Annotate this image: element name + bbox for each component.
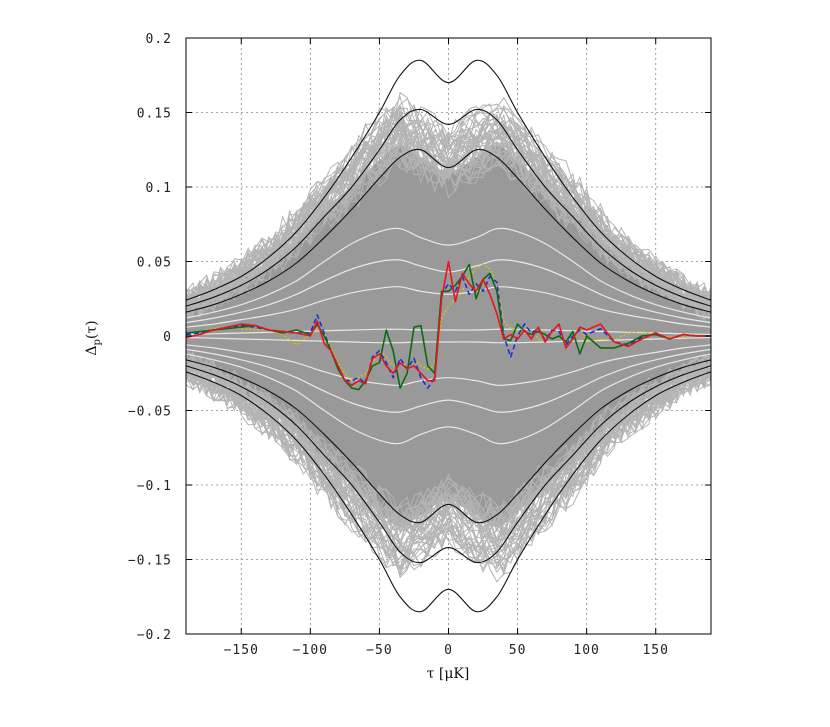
x-tick-label-6: 150 xyxy=(642,643,668,658)
white-line-upper-2 xyxy=(186,259,711,324)
simulation-line-65 xyxy=(186,358,711,526)
x-tick-label-4: 50 xyxy=(509,643,527,658)
simulation-line-39 xyxy=(186,350,711,524)
simulation-line-52 xyxy=(186,125,711,315)
black-line-lower-1 xyxy=(186,365,711,564)
y-tick-label-3: −0.05 xyxy=(128,405,172,420)
x-tick-label-0: −150 xyxy=(224,643,259,658)
white-line-lower-1 xyxy=(186,344,711,386)
simulation-line-83 xyxy=(186,363,711,576)
simulation-band xyxy=(186,145,711,527)
black-line-lower-0 xyxy=(186,359,711,524)
y-axis-label-arg: (τ) xyxy=(84,320,100,339)
x-tick-label-2: −50 xyxy=(366,643,392,658)
y-tick-label-2: −0.1 xyxy=(137,479,172,494)
y-tick-label-5: 0.05 xyxy=(137,256,172,271)
white-line-upper-1 xyxy=(186,286,711,328)
x-tick-label-5: 100 xyxy=(573,643,599,658)
white-confidence-lines xyxy=(186,227,711,445)
axis-ticks xyxy=(186,37,711,635)
simulation-line-76 xyxy=(186,141,711,320)
simulation-line-88 xyxy=(186,126,711,318)
simulation-line-61 xyxy=(186,355,711,519)
white-line-lower-2 xyxy=(186,348,711,413)
simulation-line-86 xyxy=(186,111,711,307)
simulation-line-79 xyxy=(186,363,711,577)
simulation-line-89 xyxy=(186,366,711,571)
y-axis-label: Δp(τ) xyxy=(84,320,103,355)
data-series xyxy=(186,260,711,391)
grid xyxy=(186,37,711,635)
y-tick-label-4: 0 xyxy=(163,330,172,345)
simulation-line-81 xyxy=(186,362,711,541)
black-line-upper-2 xyxy=(186,59,711,301)
data-series-line-2 xyxy=(186,275,711,389)
y-tick-label-7: 0.15 xyxy=(137,107,172,122)
y-axis-label-main: Δ xyxy=(84,345,100,355)
black-line-upper-1 xyxy=(186,108,711,307)
white-line-upper-3 xyxy=(186,227,711,319)
data-series-line-0 xyxy=(186,260,711,386)
black-line-upper-0 xyxy=(186,148,711,313)
y-tick-labels: −0.2 −0.15 −0.1 −0.05 0 0.05 0.1 0.15 0.2 xyxy=(128,32,172,643)
simulation-line-71 xyxy=(186,355,711,521)
y-tick-label-1: −0.15 xyxy=(128,554,172,569)
black-line-lower-2 xyxy=(186,371,711,613)
y-tick-label-6: 0.1 xyxy=(146,181,172,196)
grey-envelope xyxy=(186,145,711,527)
y-tick-label-8: 0.2 xyxy=(146,32,172,47)
x-tick-label-1: −100 xyxy=(293,643,328,658)
y-axis-label-sub: p xyxy=(92,339,103,345)
simulation-line-70 xyxy=(186,112,711,306)
y-tick-label-0: −0.2 xyxy=(137,628,172,643)
simulation-line-85 xyxy=(186,367,711,577)
x-tick-labels: −150 −100 −50 0 50 100 150 xyxy=(224,643,668,658)
white-line-lower-3 xyxy=(186,353,711,445)
simulation-line-74 xyxy=(186,121,711,317)
black-confidence-lines xyxy=(186,59,711,613)
simulation-lines xyxy=(186,91,711,583)
white-line-lower-0 xyxy=(186,336,711,344)
x-tick-label-3: 0 xyxy=(444,643,453,658)
x-axis-label: τ [μK] xyxy=(427,666,470,682)
